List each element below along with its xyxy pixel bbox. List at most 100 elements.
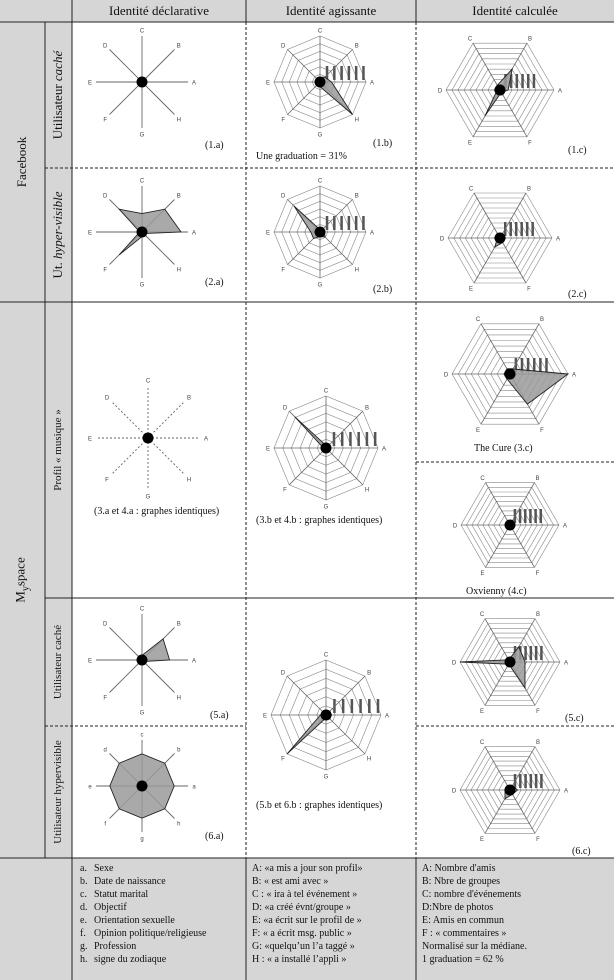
axis-label: H [177,117,181,123]
platform-column-shade [0,0,72,858]
axis-label: F [103,117,107,123]
axis-label: B [540,317,544,323]
axis-label: C [480,476,485,482]
radar-chart-3a: A B C D E F G H [88,379,208,501]
tick-label [521,74,524,88]
radar-chart-2c: A B C D E F [440,186,560,292]
axis-label: E [88,231,92,237]
axis-label: B [536,740,540,746]
legend-item: a. Sexe [80,862,244,875]
radar-chart-6c: A B C D E F [452,740,568,843]
row-fb-visible-prefix: Ut. [50,259,65,279]
axis-label: E [266,81,270,87]
axis-label: C [140,29,145,35]
axis-label: E [88,81,92,87]
axis-label: C [480,612,485,618]
axis-line [472,43,501,91]
radar-chart-1b: A B C D E F G H [266,29,374,139]
axis-label: B [367,670,371,676]
axis-label: F [103,695,107,701]
tick-label [534,774,538,788]
center-dot [314,76,326,88]
axis-label: d [104,748,107,754]
axis-label: A [192,231,196,237]
radar-chart-5c: A B C D E F [452,612,568,715]
axis-label: D [283,406,288,412]
axis-label: E [476,428,480,434]
axis-label: c [141,733,144,739]
axis-line [287,49,321,83]
center-dot [504,368,516,380]
center-dot [314,226,326,238]
center-dot [136,226,148,238]
axis-line [287,81,321,115]
legend-item: F : « commentaires » [422,928,507,939]
axis-label: D [103,44,108,50]
tick-label [545,358,548,372]
axis-label: D [444,373,449,379]
axis-line [484,618,511,663]
tick-label [524,774,527,788]
axis-label: D [453,524,458,530]
legend-item: c. Statut marital [80,888,244,901]
tick-label [534,509,537,523]
tick-label [362,66,365,80]
axis-label: B [355,194,359,200]
axis-line [109,81,143,115]
radar-chart-1a: A B C D E F G H [88,29,196,139]
axis-label: h [177,821,180,827]
legend-text: Statut marital [94,889,149,900]
axis-label: B [527,186,531,192]
axis-label: F [540,428,544,434]
tick-label [532,358,536,372]
axis-label: D [105,396,110,402]
legend-item: g. Profession [80,940,244,953]
axis-label: E [88,437,92,443]
axis-line [288,447,327,486]
legend-item: C: nombre d'événements [422,889,521,900]
tick-label [354,216,358,230]
legend-key: e. [80,915,87,926]
center-dot [136,780,148,792]
tick-label [529,774,533,788]
legend-item: E: Amis en commun [422,915,504,926]
axis-line [499,192,527,239]
myspace-prefix: M [12,591,28,603]
axis-label: H [355,267,359,273]
axis-label: G [140,711,145,717]
tick-label [539,358,542,372]
axis-label: g [140,837,143,843]
tick-label [349,432,352,446]
legend-text: Orientation sexuelle [94,915,175,926]
axis-line [480,373,511,425]
radar-chart-2b: A B C D E F G H [266,179,374,289]
radar-chart-1c: A B C D E F [438,37,562,147]
axis-line [325,675,366,716]
tick-label [524,509,527,523]
tick-label [540,774,543,788]
legend-agissante: A: «a mis a jour son profil» B: « est am… [252,862,414,966]
tick-label [373,432,377,446]
axis-label: D [103,194,108,200]
radar-chart-5a: A B C D E F G H [88,607,196,717]
axis-label: F [536,837,540,843]
axis-line [484,746,511,791]
tick-label [525,222,529,236]
axis-label: F [105,478,109,484]
axis-label: G [324,505,329,511]
tick-label [333,66,336,80]
center-dot [136,654,148,666]
legend-text: Profession [94,941,137,952]
row-fb-hidden: Utilisateur caché [50,51,66,139]
caption-1c: (1.c) [568,145,587,156]
legend-item: f. Opinion politique/religieuse [80,927,244,940]
axis-line [286,675,327,716]
legend-item: B: « est ami avec » [252,876,329,887]
caption-2c: (2.c) [568,289,587,300]
caption-graduation-31: Une graduation = 31% [256,151,347,162]
tick-label [350,699,354,713]
center-dot [504,784,516,796]
axis-label: F [528,141,532,147]
axis-label: A [558,89,562,95]
axis-line [109,627,143,661]
